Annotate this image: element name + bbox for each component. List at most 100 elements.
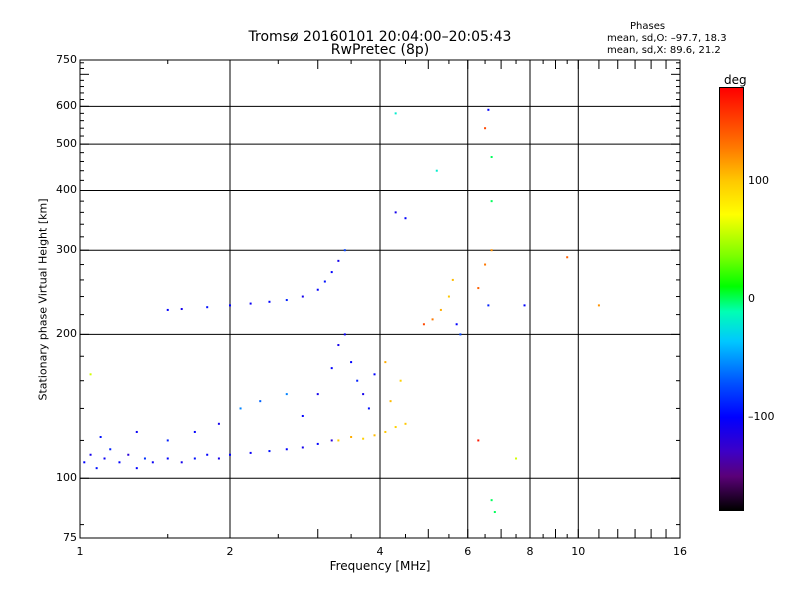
data-point	[404, 217, 407, 220]
phases-x-stat: mean, sd,X: 89.6, 21.2	[607, 45, 721, 56]
data-point	[193, 430, 196, 433]
x-tick-label: 16	[673, 545, 687, 558]
data-point	[103, 457, 106, 460]
data-point	[384, 430, 387, 433]
data-point	[301, 414, 304, 417]
grid-lines	[80, 60, 680, 538]
data-point	[135, 467, 138, 470]
data-point	[459, 333, 462, 336]
data-point	[373, 373, 376, 376]
data-point	[350, 361, 353, 364]
data-point	[389, 400, 392, 403]
colorbar-tick-label: –100	[748, 409, 775, 423]
data-point	[217, 457, 220, 460]
data-point	[285, 299, 288, 302]
y-tick-label: 600	[56, 99, 77, 113]
data-point	[523, 304, 526, 307]
data-point	[337, 439, 340, 442]
data-point	[566, 256, 569, 259]
data-point	[239, 407, 242, 410]
y-tick-label: 100	[56, 471, 77, 485]
data-point	[337, 259, 340, 262]
data-point	[316, 393, 319, 396]
data-point	[394, 426, 397, 429]
data-point	[343, 333, 346, 336]
x-tick-label: 6	[464, 545, 472, 558]
colorbar-tick-label: 100	[748, 174, 769, 188]
data-point	[484, 263, 487, 266]
data-point	[487, 108, 490, 111]
data-point	[399, 379, 402, 382]
data-point	[435, 169, 438, 172]
data-point	[118, 461, 121, 464]
data-point	[259, 400, 262, 403]
data-point	[394, 112, 397, 115]
data-point	[477, 439, 480, 442]
data-point	[394, 211, 397, 214]
x-tick-label: 8	[526, 545, 534, 558]
axis-ticks	[79, 60, 681, 538]
data-point	[350, 435, 353, 438]
data-point	[301, 446, 304, 449]
data-point	[83, 461, 86, 464]
data-point	[89, 453, 92, 456]
y-axis-label: Stationary phase Virtual Height [km]	[36, 198, 50, 401]
data-point	[384, 361, 387, 364]
data-point	[447, 295, 450, 298]
data-point	[316, 288, 319, 291]
data-point	[166, 457, 169, 460]
y-tick-label: 300	[56, 243, 77, 257]
data-point	[490, 249, 493, 252]
x-tick-label: 10	[571, 545, 586, 558]
data-point	[268, 300, 271, 303]
data-point	[143, 457, 146, 460]
data-point	[356, 379, 359, 382]
data-point	[95, 467, 98, 470]
data-point	[268, 450, 271, 453]
y-tick-label: 75	[63, 531, 77, 544]
y-tick-label: 750	[56, 53, 77, 66]
data-point	[301, 295, 304, 298]
x-tick-label: 2	[226, 545, 234, 558]
data-point	[166, 439, 169, 442]
data-point	[206, 453, 209, 456]
data-point	[477, 287, 480, 290]
data-point	[597, 304, 600, 307]
data-point	[490, 200, 493, 203]
data-point	[285, 448, 288, 451]
data-point	[337, 344, 340, 347]
data-point	[493, 511, 496, 514]
data-point	[367, 407, 370, 410]
data-point	[455, 323, 458, 326]
colorbar	[719, 87, 744, 511]
x-axis-label: Frequency [MHz]	[329, 559, 431, 573]
data-point	[487, 304, 490, 307]
data-point	[330, 271, 333, 274]
data-point	[151, 461, 154, 464]
data-point	[127, 453, 130, 456]
data-point	[193, 457, 196, 460]
data-point	[362, 393, 365, 396]
data-point	[206, 306, 209, 309]
data-point	[439, 308, 442, 311]
data-point	[180, 308, 183, 311]
data-point	[249, 302, 252, 305]
data-point	[490, 499, 493, 502]
data-point	[89, 373, 92, 376]
data-point	[285, 393, 288, 396]
data-point	[490, 156, 493, 159]
x-tick-label: 1	[76, 545, 84, 558]
data-point	[431, 318, 434, 321]
data-point	[180, 461, 183, 464]
colorbar-label: deg	[724, 73, 747, 87]
data-point	[229, 304, 231, 307]
colorbar-tick-label: 0	[748, 292, 755, 305]
data-point	[217, 422, 220, 425]
chart-title-line2: RwPretec (8p)	[330, 42, 430, 58]
data-point	[99, 435, 102, 438]
chart-title-line1: Tromsø 20160101 20:04:00–20:05:43	[248, 29, 512, 45]
data-point	[330, 439, 333, 442]
data-point	[422, 323, 425, 326]
y-tick-label: 500	[56, 137, 77, 151]
